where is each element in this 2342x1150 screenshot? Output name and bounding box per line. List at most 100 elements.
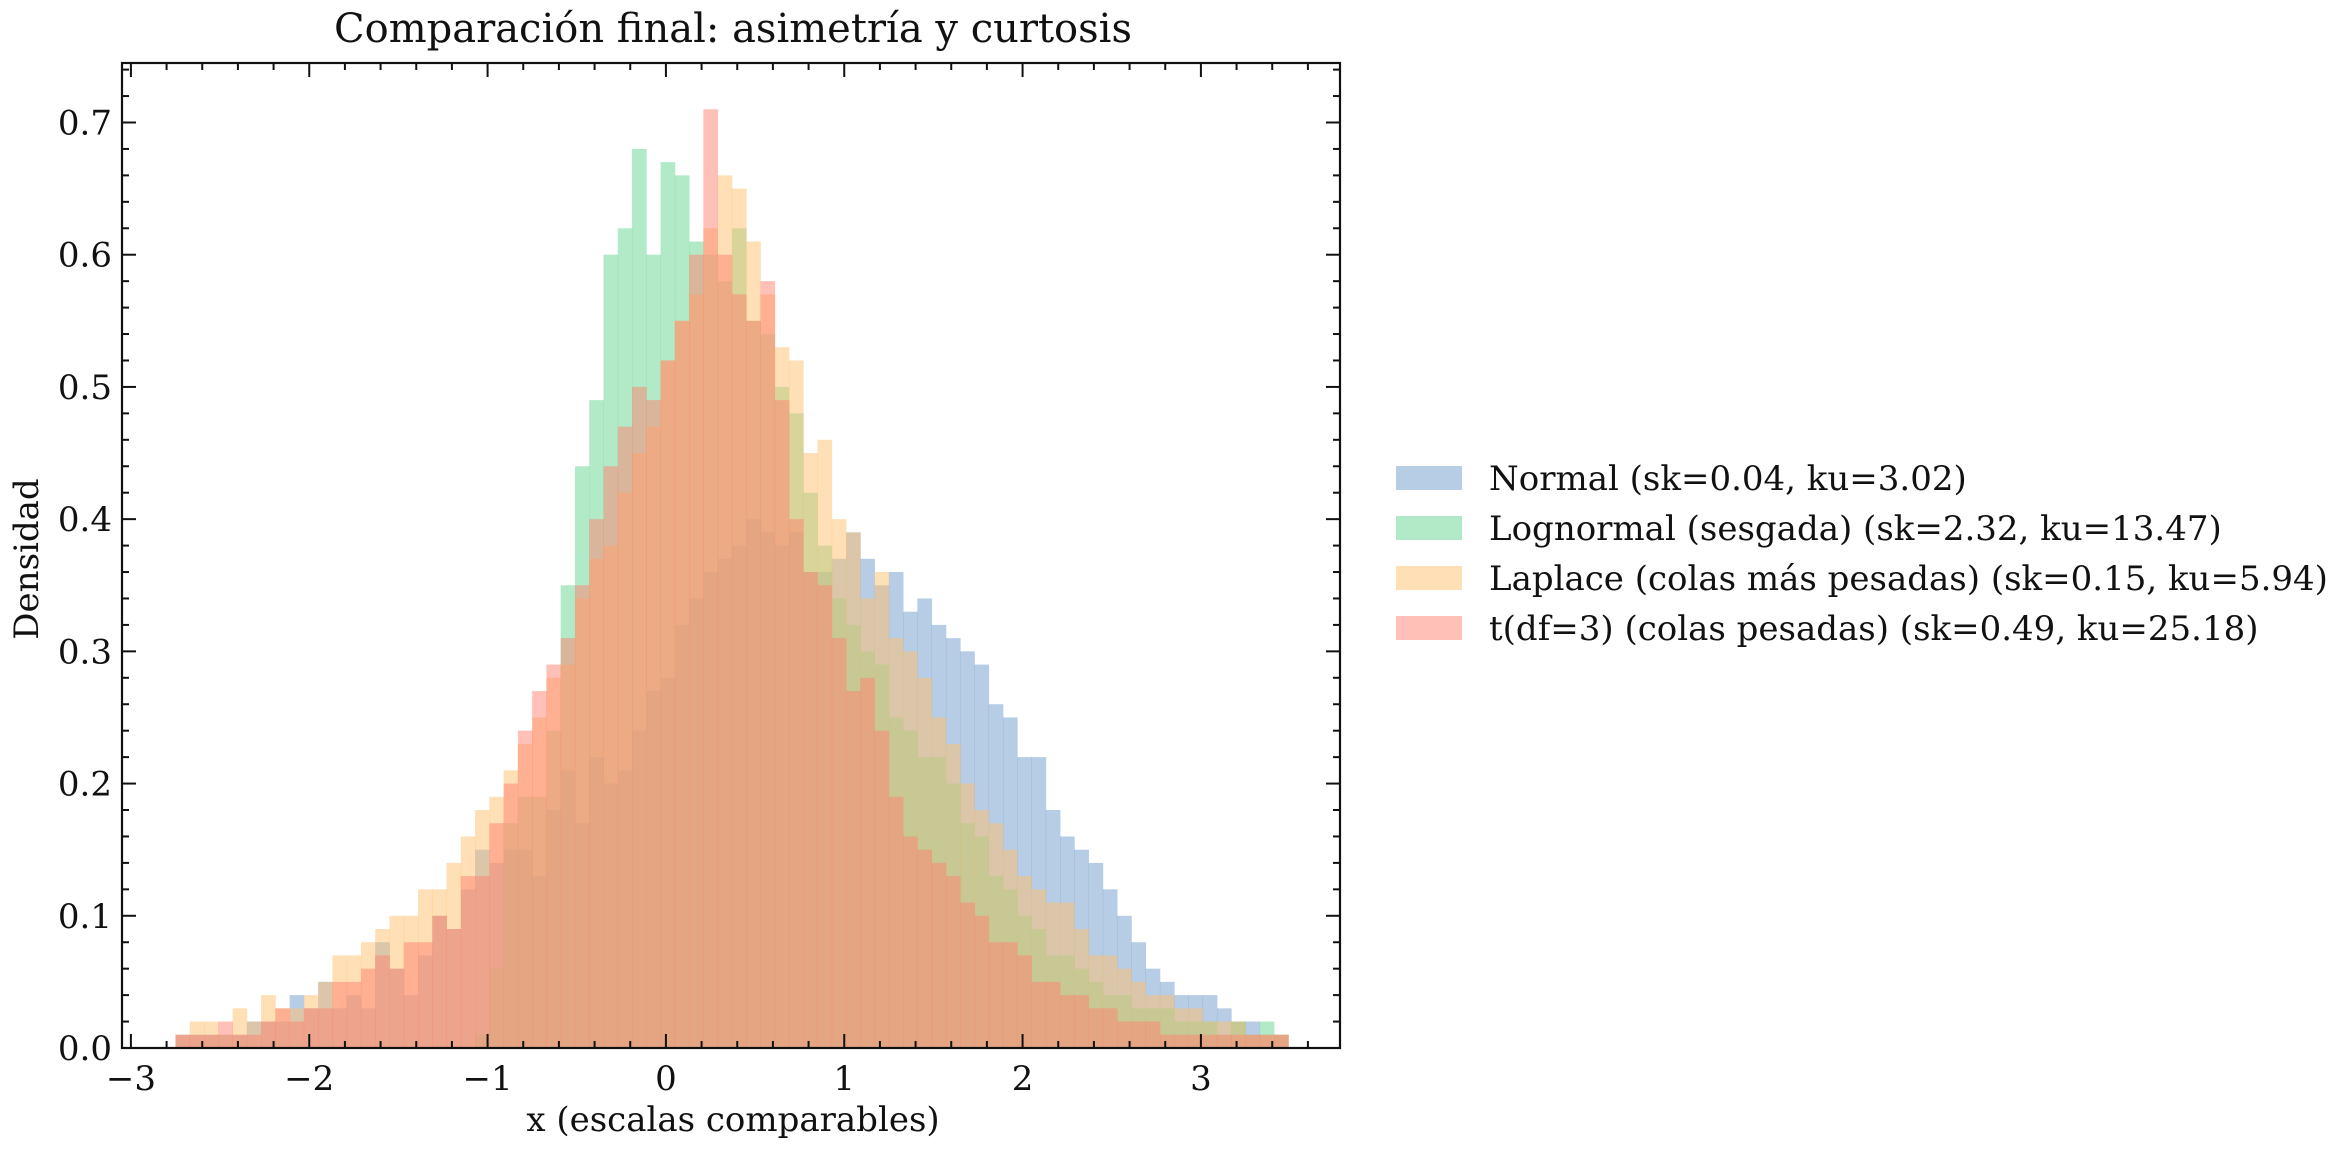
histogram-bar	[375, 955, 390, 1048]
histogram-bar	[1060, 995, 1075, 1048]
histogram-bar	[1259, 1034, 1275, 1048]
histogram-bar	[846, 691, 861, 1048]
histogram-bar	[874, 730, 890, 1048]
histogram-bar	[917, 849, 933, 1048]
histogram-bar	[175, 1034, 191, 1048]
histogram-bar	[204, 1034, 219, 1048]
histogram-bar	[660, 360, 676, 1049]
histogram-bar	[232, 1034, 248, 1048]
legend-swatch	[1396, 566, 1462, 590]
histogram-bar	[1174, 1034, 1189, 1048]
histogram-bar	[1231, 1034, 1246, 1048]
histogram-bar	[517, 730, 533, 1048]
y-tick-label: 0.6	[58, 236, 112, 276]
series-4-bars	[175, 109, 1289, 1049]
histogram-bar	[1159, 995, 1175, 1048]
histogram-bar	[1188, 1034, 1204, 1048]
histogram-bar	[1002, 942, 1018, 1048]
y-tick-label: 0.3	[58, 632, 112, 672]
y-tick-label: 0.2	[58, 765, 112, 805]
histogram-bar	[632, 386, 647, 1048]
legend-swatch	[1396, 516, 1462, 540]
histogram-bar	[731, 294, 747, 1048]
histogram-bar	[974, 915, 990, 1048]
histogram-bar	[931, 862, 947, 1048]
legend-label: Lognormal (sesgada) (sk=2.32, ku=13.47)	[1489, 509, 2222, 549]
histogram-bar	[261, 1021, 276, 1048]
histogram-bar	[1074, 995, 1089, 1048]
histogram-bar	[360, 968, 376, 1048]
histogram-bar	[289, 1021, 305, 1048]
legend-label: t(df=3) (colas pesadas) (sk=0.49, ku=25.…	[1489, 609, 2259, 649]
x-tick-label: −1	[463, 1059, 513, 1099]
histogram-bar	[332, 981, 348, 1048]
histogram-bar	[1117, 1021, 1132, 1048]
histogram-bar	[1274, 1034, 1289, 1048]
legend-swatch	[1396, 466, 1462, 490]
histogram-bar	[346, 981, 362, 1048]
histogram-bar	[218, 1021, 233, 1048]
histogram-bar	[903, 836, 918, 1048]
histogram-bar	[831, 638, 847, 1048]
axis-ticks: −3 −2 −1 0 1 2 3 0.0 0.1 0.2 0.3 0.4 0.5 0.6 0.7	[58, 63, 1340, 1099]
legend-label: Normal (sk=0.04, ku=3.02)	[1489, 459, 1967, 499]
histogram-bar	[689, 254, 704, 1048]
y-axis-title: Densidad	[7, 478, 47, 639]
histogram-bar	[1245, 1034, 1261, 1048]
histogram-bar	[546, 664, 562, 1048]
y-tick-label: 0.1	[58, 897, 112, 937]
histogram-bar	[760, 281, 776, 1048]
histogram-bar	[1216, 1034, 1232, 1048]
histogram-bar	[589, 519, 604, 1048]
y-tick-label: 0.7	[58, 103, 112, 143]
histogram-bar	[960, 902, 975, 1048]
x-tick-label: 2	[1012, 1059, 1034, 1099]
histogram-bar	[318, 1008, 333, 1048]
histogram-bar	[1131, 1021, 1147, 1048]
legend-swatch	[1396, 616, 1462, 640]
histogram-bar	[1145, 1021, 1161, 1048]
histogram-bar	[574, 585, 590, 1048]
histogram-bar	[1017, 955, 1032, 1048]
x-tick-label: 0	[655, 1059, 677, 1099]
histogram-bar	[988, 942, 1004, 1048]
histogram-bar	[403, 942, 419, 1048]
histogram-bar	[460, 876, 476, 1048]
histogram-bar	[532, 691, 547, 1048]
x-tick-label: −3	[106, 1059, 156, 1099]
histogram-bar	[489, 823, 505, 1048]
histogram-bar	[1045, 981, 1061, 1048]
histogram-bar	[703, 109, 719, 1048]
chart-title: Comparación final: asimetría y curtosis	[334, 6, 1132, 52]
histogram-bar	[275, 1008, 291, 1048]
x-tick-label: −2	[284, 1059, 334, 1099]
histogram-bar	[774, 400, 790, 1048]
histogram-bars	[175, 109, 1289, 1049]
histogram-bar	[817, 585, 833, 1048]
histogram-bar	[617, 426, 633, 1049]
histogram-bar	[746, 320, 761, 1048]
histogram-bar	[432, 915, 447, 1048]
histogram-bar	[945, 876, 961, 1048]
histogram-bar	[717, 254, 733, 1048]
legend-label: Laplace (colas más pesadas) (sk=0.15, ku…	[1489, 559, 2328, 599]
histogram-bar	[446, 929, 462, 1048]
histogram-bar	[803, 572, 818, 1048]
histogram-bar	[389, 968, 405, 1048]
x-tick-label: 1	[833, 1059, 855, 1099]
histogram-bar	[560, 638, 576, 1048]
histogram-bar	[1088, 1008, 1104, 1048]
histogram-bar	[674, 320, 690, 1048]
y-tick-label: 0.0	[58, 1029, 112, 1069]
histogram-bar	[303, 1008, 319, 1048]
histogram-bar	[246, 1034, 262, 1048]
histogram-bar	[475, 876, 490, 1048]
histogram-bar	[189, 1034, 205, 1048]
histogram-bar	[603, 466, 619, 1048]
histogram-bar	[418, 942, 433, 1048]
legend: Normal (sk=0.04, ku=3.02) Lognormal (sesg…	[1396, 459, 2328, 649]
plot-frame	[120, 61, 1342, 1050]
histogram-bar	[1202, 1034, 1218, 1048]
